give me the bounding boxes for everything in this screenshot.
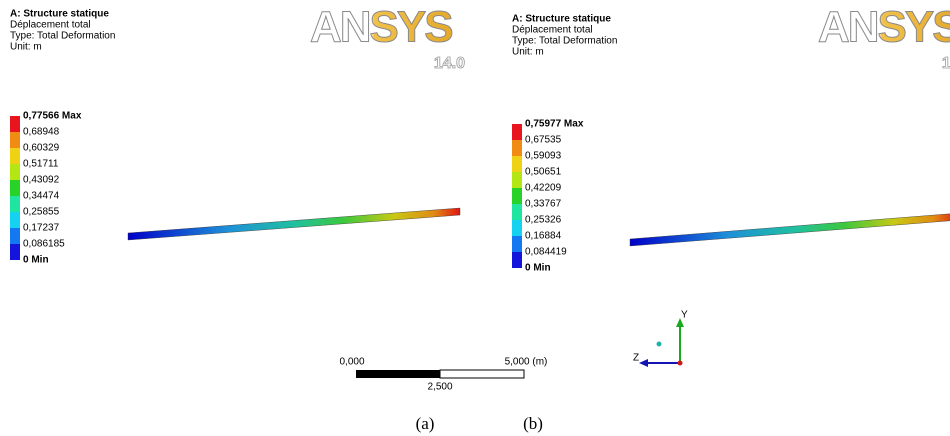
legend-band	[10, 244, 20, 260]
header-line: Type: Total Deformation	[512, 36, 617, 47]
scale-label: 5,000 (m)	[505, 357, 548, 368]
legend-band	[512, 140, 522, 156]
header-line: Unit: m	[512, 47, 544, 58]
axis-triad: YZ	[633, 310, 688, 367]
legend-label: 0,60329	[23, 143, 60, 154]
legend-label: 0,75977 Max	[525, 119, 584, 130]
header-line: Déplacement total	[10, 20, 91, 31]
legend-band	[512, 156, 522, 172]
caption: (a)	[416, 414, 435, 433]
legend-band	[10, 228, 20, 244]
legend-band	[10, 180, 20, 196]
legend-label: 0 Min	[525, 263, 551, 274]
legend-band	[512, 220, 522, 236]
screenshot: A: Structure statiqueDéplacement totalTy…	[0, 0, 950, 436]
legend-band	[10, 132, 20, 148]
triad-label: Z	[633, 353, 639, 364]
legend-label: 0,086185	[23, 239, 65, 250]
triad-label: Y	[681, 310, 688, 321]
legend-label: 0,59093	[525, 151, 562, 162]
legend-band	[512, 124, 522, 140]
legend-label: 0,33767	[525, 199, 562, 210]
legend-label: 0,17237	[23, 223, 60, 234]
caption: (b)	[523, 414, 543, 433]
ansys-version: 14.0	[942, 55, 950, 72]
deformed-beam	[630, 213, 950, 246]
legend-label: 0,42209	[525, 183, 562, 194]
legend-label: 0 Min	[23, 255, 49, 266]
scale-label: 2,500	[427, 382, 452, 393]
legend-band	[512, 188, 522, 204]
legend-label: 0,25326	[525, 215, 562, 226]
legend-band	[512, 252, 522, 268]
ansys-logo: ANSYS	[310, 3, 452, 52]
ansys-logo: ANSYS	[818, 3, 950, 52]
legend-label: 0,50651	[525, 167, 562, 178]
legend-label: 0,68948	[23, 127, 60, 138]
legend-label: 0,67535	[525, 135, 562, 146]
legend-label: 0,51711	[23, 159, 59, 170]
legend-label: 0,25855	[23, 207, 60, 218]
legend-label: 0,34474	[23, 191, 60, 202]
scale-label: 0,000	[339, 357, 364, 368]
legend-label: 0,16884	[525, 231, 562, 242]
scale-bar: 0,000 5,000 (m) 2,500	[339, 357, 547, 393]
deformed-beam	[128, 208, 460, 240]
header-line: A: Structure statique	[10, 9, 109, 20]
legend-label: 0,77566 Max	[23, 111, 82, 122]
legend-band	[10, 212, 20, 228]
scale-black	[356, 370, 440, 378]
legend-label: 0,43092	[23, 175, 60, 186]
header-line: A: Structure statique	[512, 14, 611, 25]
legend-band	[512, 236, 522, 252]
header-line: Type: Total Deformation	[10, 31, 115, 42]
header-line: Unit: m	[10, 42, 42, 53]
legend-band	[512, 172, 522, 188]
ansys-version: 14.0	[434, 55, 465, 72]
triad-x	[678, 361, 683, 366]
legend-band	[10, 164, 20, 180]
header-line: Déplacement total	[512, 25, 593, 36]
scale-white	[440, 370, 524, 378]
triad-dot	[657, 342, 662, 347]
legend-band	[10, 116, 20, 132]
legend-band	[10, 196, 20, 212]
triad-z-head	[639, 359, 648, 367]
legend-label: 0,084419	[525, 247, 567, 258]
legend-band	[512, 204, 522, 220]
legend-band	[10, 148, 20, 164]
